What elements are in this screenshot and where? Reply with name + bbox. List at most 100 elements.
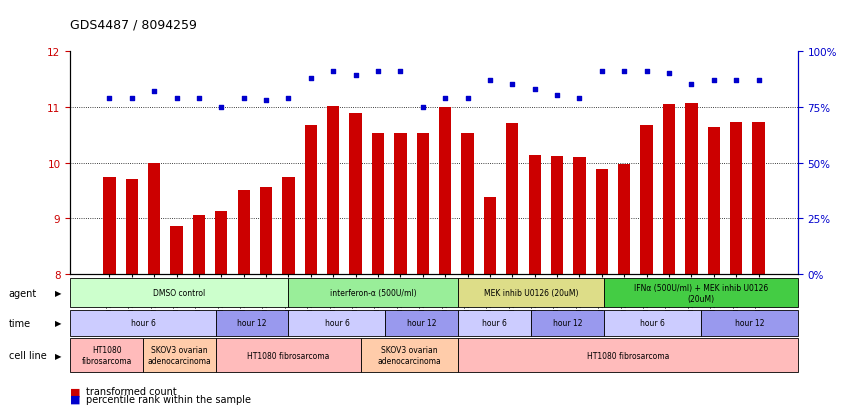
Bar [574, 157, 586, 275]
Point [663, 71, 676, 77]
Bar [708, 128, 720, 275]
Point [394, 69, 407, 75]
Text: cell line: cell line [9, 350, 46, 360]
Bar [506, 124, 519, 275]
Point [595, 69, 609, 75]
Point [617, 69, 631, 75]
Bar [70, 279, 288, 308]
Bar [752, 122, 764, 275]
Text: HT1080
fibrosarcoma: HT1080 fibrosarcoma [81, 346, 132, 365]
Point [528, 86, 542, 93]
Bar [458, 279, 603, 308]
Point [416, 104, 430, 111]
Point [237, 95, 251, 102]
Bar [531, 310, 603, 337]
Bar [395, 133, 407, 275]
Bar [439, 107, 451, 275]
Bar [216, 339, 361, 372]
Bar [385, 310, 458, 337]
Point [304, 75, 318, 82]
Bar [372, 133, 384, 275]
Point [259, 97, 273, 104]
Bar [238, 191, 250, 275]
Bar [596, 170, 608, 275]
Bar [663, 104, 675, 275]
Bar [148, 163, 160, 275]
Bar [288, 310, 385, 337]
Bar [458, 339, 798, 372]
Point [282, 95, 295, 102]
Text: ▶: ▶ [55, 319, 62, 328]
Point [461, 95, 474, 102]
Text: hour 6: hour 6 [130, 319, 156, 328]
Point [147, 88, 161, 95]
Text: hour 12: hour 12 [553, 319, 582, 328]
Text: SKOV3 ovarian
adenocarcinoma: SKOV3 ovarian adenocarcinoma [377, 346, 442, 365]
Bar [215, 211, 228, 275]
Bar [349, 114, 362, 275]
Point [752, 77, 765, 84]
Bar [70, 339, 143, 372]
Bar [260, 187, 272, 275]
Text: HT1080 fibrosarcoma: HT1080 fibrosarcoma [247, 351, 330, 360]
Bar [126, 180, 138, 275]
Text: percentile rank within the sample: percentile rank within the sample [86, 394, 251, 404]
Bar [104, 177, 116, 275]
Bar [603, 279, 798, 308]
Point [169, 95, 183, 102]
Bar [603, 310, 701, 337]
Bar [143, 339, 216, 372]
Bar [701, 310, 798, 337]
Bar [327, 106, 340, 275]
Point [707, 77, 721, 84]
Point [215, 104, 229, 111]
Bar [170, 226, 182, 275]
Point [125, 95, 139, 102]
Bar [70, 310, 216, 337]
Text: DMSO control: DMSO control [153, 289, 205, 298]
Text: GDS4487 / 8094259: GDS4487 / 8094259 [70, 19, 197, 31]
Bar [288, 279, 458, 308]
Bar [618, 164, 630, 275]
Text: ■: ■ [70, 387, 80, 396]
Point [483, 77, 496, 84]
Text: interferon-α (500U/ml): interferon-α (500U/ml) [330, 289, 417, 298]
Point [729, 77, 743, 84]
Text: MEK inhib U0126 (20uM): MEK inhib U0126 (20uM) [484, 289, 579, 298]
Bar [551, 157, 563, 275]
Text: SKOV3 ovarian
adenocarcinoma: SKOV3 ovarian adenocarcinoma [147, 346, 211, 365]
Text: hour 6: hour 6 [482, 319, 507, 328]
Point [573, 95, 586, 102]
Text: ■: ■ [70, 394, 80, 404]
Bar [484, 198, 496, 275]
Point [348, 73, 362, 79]
Text: hour 6: hour 6 [639, 319, 665, 328]
Text: agent: agent [9, 288, 37, 298]
Text: hour 12: hour 12 [407, 319, 437, 328]
Bar [461, 134, 473, 275]
Point [685, 82, 698, 88]
Point [326, 69, 340, 75]
Text: HT1080 fibrosarcoma: HT1080 fibrosarcoma [587, 351, 669, 360]
Text: hour 12: hour 12 [237, 319, 267, 328]
Text: time: time [9, 318, 31, 328]
Bar [361, 339, 458, 372]
Text: hour 12: hour 12 [734, 319, 764, 328]
Point [372, 69, 385, 75]
Point [550, 93, 564, 100]
Bar [528, 156, 541, 275]
Text: ▶: ▶ [55, 351, 62, 360]
Bar [730, 123, 742, 275]
Bar [686, 104, 698, 275]
Point [639, 69, 653, 75]
Bar [305, 125, 317, 275]
Point [506, 82, 520, 88]
Text: ▶: ▶ [55, 289, 62, 298]
Bar [640, 125, 653, 275]
Text: hour 6: hour 6 [324, 319, 349, 328]
Point [103, 95, 116, 102]
Point [192, 95, 205, 102]
Bar [193, 216, 205, 275]
Bar [282, 177, 294, 275]
Bar [458, 310, 531, 337]
